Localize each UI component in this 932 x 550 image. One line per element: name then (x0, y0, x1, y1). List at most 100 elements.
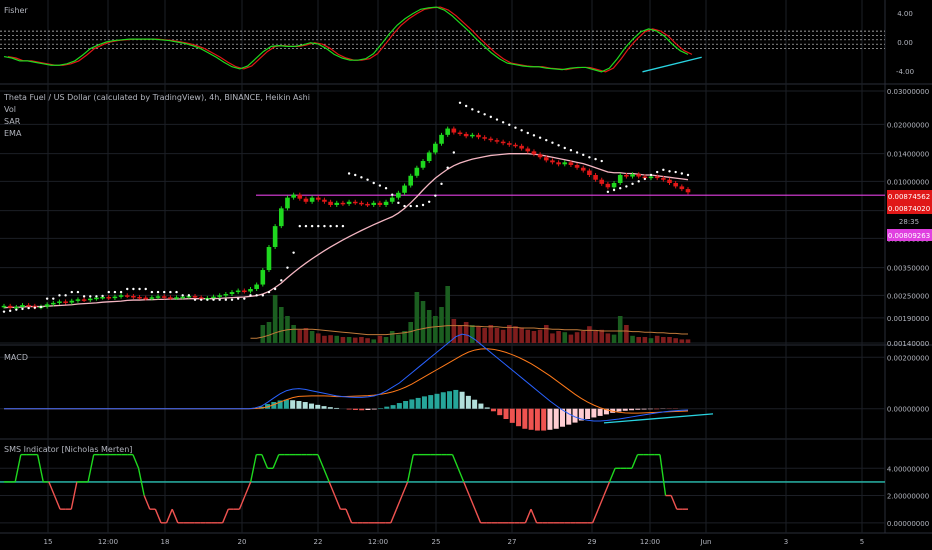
sms-segment (670, 495, 678, 510)
candle (131, 295, 136, 298)
sms-segment (132, 454, 140, 469)
candle (69, 300, 75, 303)
volume-bar (426, 310, 432, 343)
volume-bar (642, 337, 648, 343)
fisher-tick-label: 4.00 (897, 10, 913, 18)
sar-dot (218, 298, 221, 301)
candle (685, 189, 691, 193)
volume-bar (359, 337, 364, 343)
macd-hist-bar (635, 408, 641, 410)
sar-dot (138, 287, 141, 291)
sar-dot (144, 287, 147, 291)
macd-hist-bar (528, 408, 534, 430)
volume-bar (593, 331, 598, 343)
time-tick-label: 27 (508, 538, 517, 546)
candle (426, 152, 432, 162)
sar-dot (132, 287, 135, 291)
sms-segment (154, 508, 162, 524)
fisher-trendline (642, 56, 702, 73)
sar-dot (538, 136, 542, 139)
sms-segment (468, 495, 476, 510)
time-axis[interactable]: 15 12:00 18 20 22 12:00 25 27 29 12:00 Jun 3 5 (44, 538, 865, 546)
candle (278, 208, 284, 227)
macd-hist-bar (271, 402, 277, 409)
candle (506, 143, 512, 145)
macd-hist-bar (472, 399, 478, 409)
price-label-2: 0.00874020 (888, 205, 930, 213)
candle (470, 134, 475, 137)
candle (642, 176, 648, 179)
sar-dot (82, 295, 86, 298)
sar-dot (156, 290, 160, 294)
sms-segment (592, 508, 599, 524)
candle (445, 128, 450, 135)
sar-dot (206, 298, 209, 301)
sms-segment (244, 481, 252, 496)
sar-dot (199, 298, 203, 301)
macd-hist-bar (629, 408, 635, 411)
sar-dot (27, 306, 30, 310)
sar-dot (304, 224, 308, 228)
candle (26, 305, 31, 307)
volume-bar (531, 331, 537, 343)
sms-segment (524, 508, 532, 524)
sms-segment (238, 495, 246, 510)
main-tick-label: 0.02000000 (887, 121, 929, 129)
sms-segment (48, 481, 56, 496)
sar-dot (508, 123, 511, 126)
sar-dot (354, 173, 357, 177)
volume-bar (556, 331, 561, 343)
candle (624, 175, 629, 177)
sar-dot (575, 151, 579, 154)
time-tick-label: 5 (860, 538, 864, 546)
macd-title: MACD (4, 353, 28, 362)
sar-dot (514, 126, 517, 129)
sar-dot (569, 149, 573, 152)
sar-dot (126, 287, 129, 291)
candle (87, 298, 93, 301)
volume-bar (402, 331, 407, 343)
macd-trendline (603, 413, 714, 424)
macd-hist-bar (616, 408, 622, 412)
sar-dot (323, 224, 326, 228)
candle (617, 175, 623, 183)
sar-dot (588, 156, 591, 159)
last-price-label-bg (887, 190, 932, 202)
macd-hist-bar (597, 408, 603, 416)
main-pane[interactable]: Theta Fuel / US Dollar (calculated by Tr… (1, 93, 885, 343)
sar-dot (298, 224, 301, 228)
fisher-pane[interactable]: Fisher (0, 6, 885, 73)
sar-dot (76, 290, 80, 294)
sar-dot (619, 186, 622, 190)
sar-dot (163, 290, 166, 294)
macd-pane[interactable]: MACD (4, 333, 714, 431)
sar-dot (360, 176, 363, 179)
candle (168, 297, 173, 299)
sar-dot (612, 188, 616, 192)
macd-hist-bar (547, 408, 553, 430)
candle (20, 305, 25, 307)
fisher-line (3, 6, 689, 73)
candle (383, 201, 389, 205)
sar-dot (649, 173, 653, 177)
volume-bar (685, 339, 691, 343)
macd-hist-bar (302, 402, 308, 409)
candle (537, 154, 543, 158)
macd-hist-bar (465, 395, 471, 409)
sar-dot (680, 172, 684, 175)
sar-dot (33, 306, 37, 309)
macd-hist-bar (541, 408, 547, 431)
symbol-line: Theta Fuel / US Dollar (calculated by Tr… (3, 93, 310, 102)
sar-dot (378, 184, 382, 187)
candle (334, 202, 340, 205)
macd-hist-bar (459, 391, 465, 409)
sms-pane[interactable]: SMS Indicator [Nicholas Merten] (0, 445, 885, 524)
volume-bar (599, 329, 605, 343)
volume-bar (451, 319, 457, 343)
candle (106, 296, 112, 299)
macd-hist-bar (396, 403, 402, 409)
sms-title: SMS Indicator [Nicholas Merten] (4, 445, 132, 454)
sar-dot (101, 294, 104, 298)
sar-dot (372, 181, 375, 185)
time-tick-label: 12:00 (98, 538, 118, 546)
